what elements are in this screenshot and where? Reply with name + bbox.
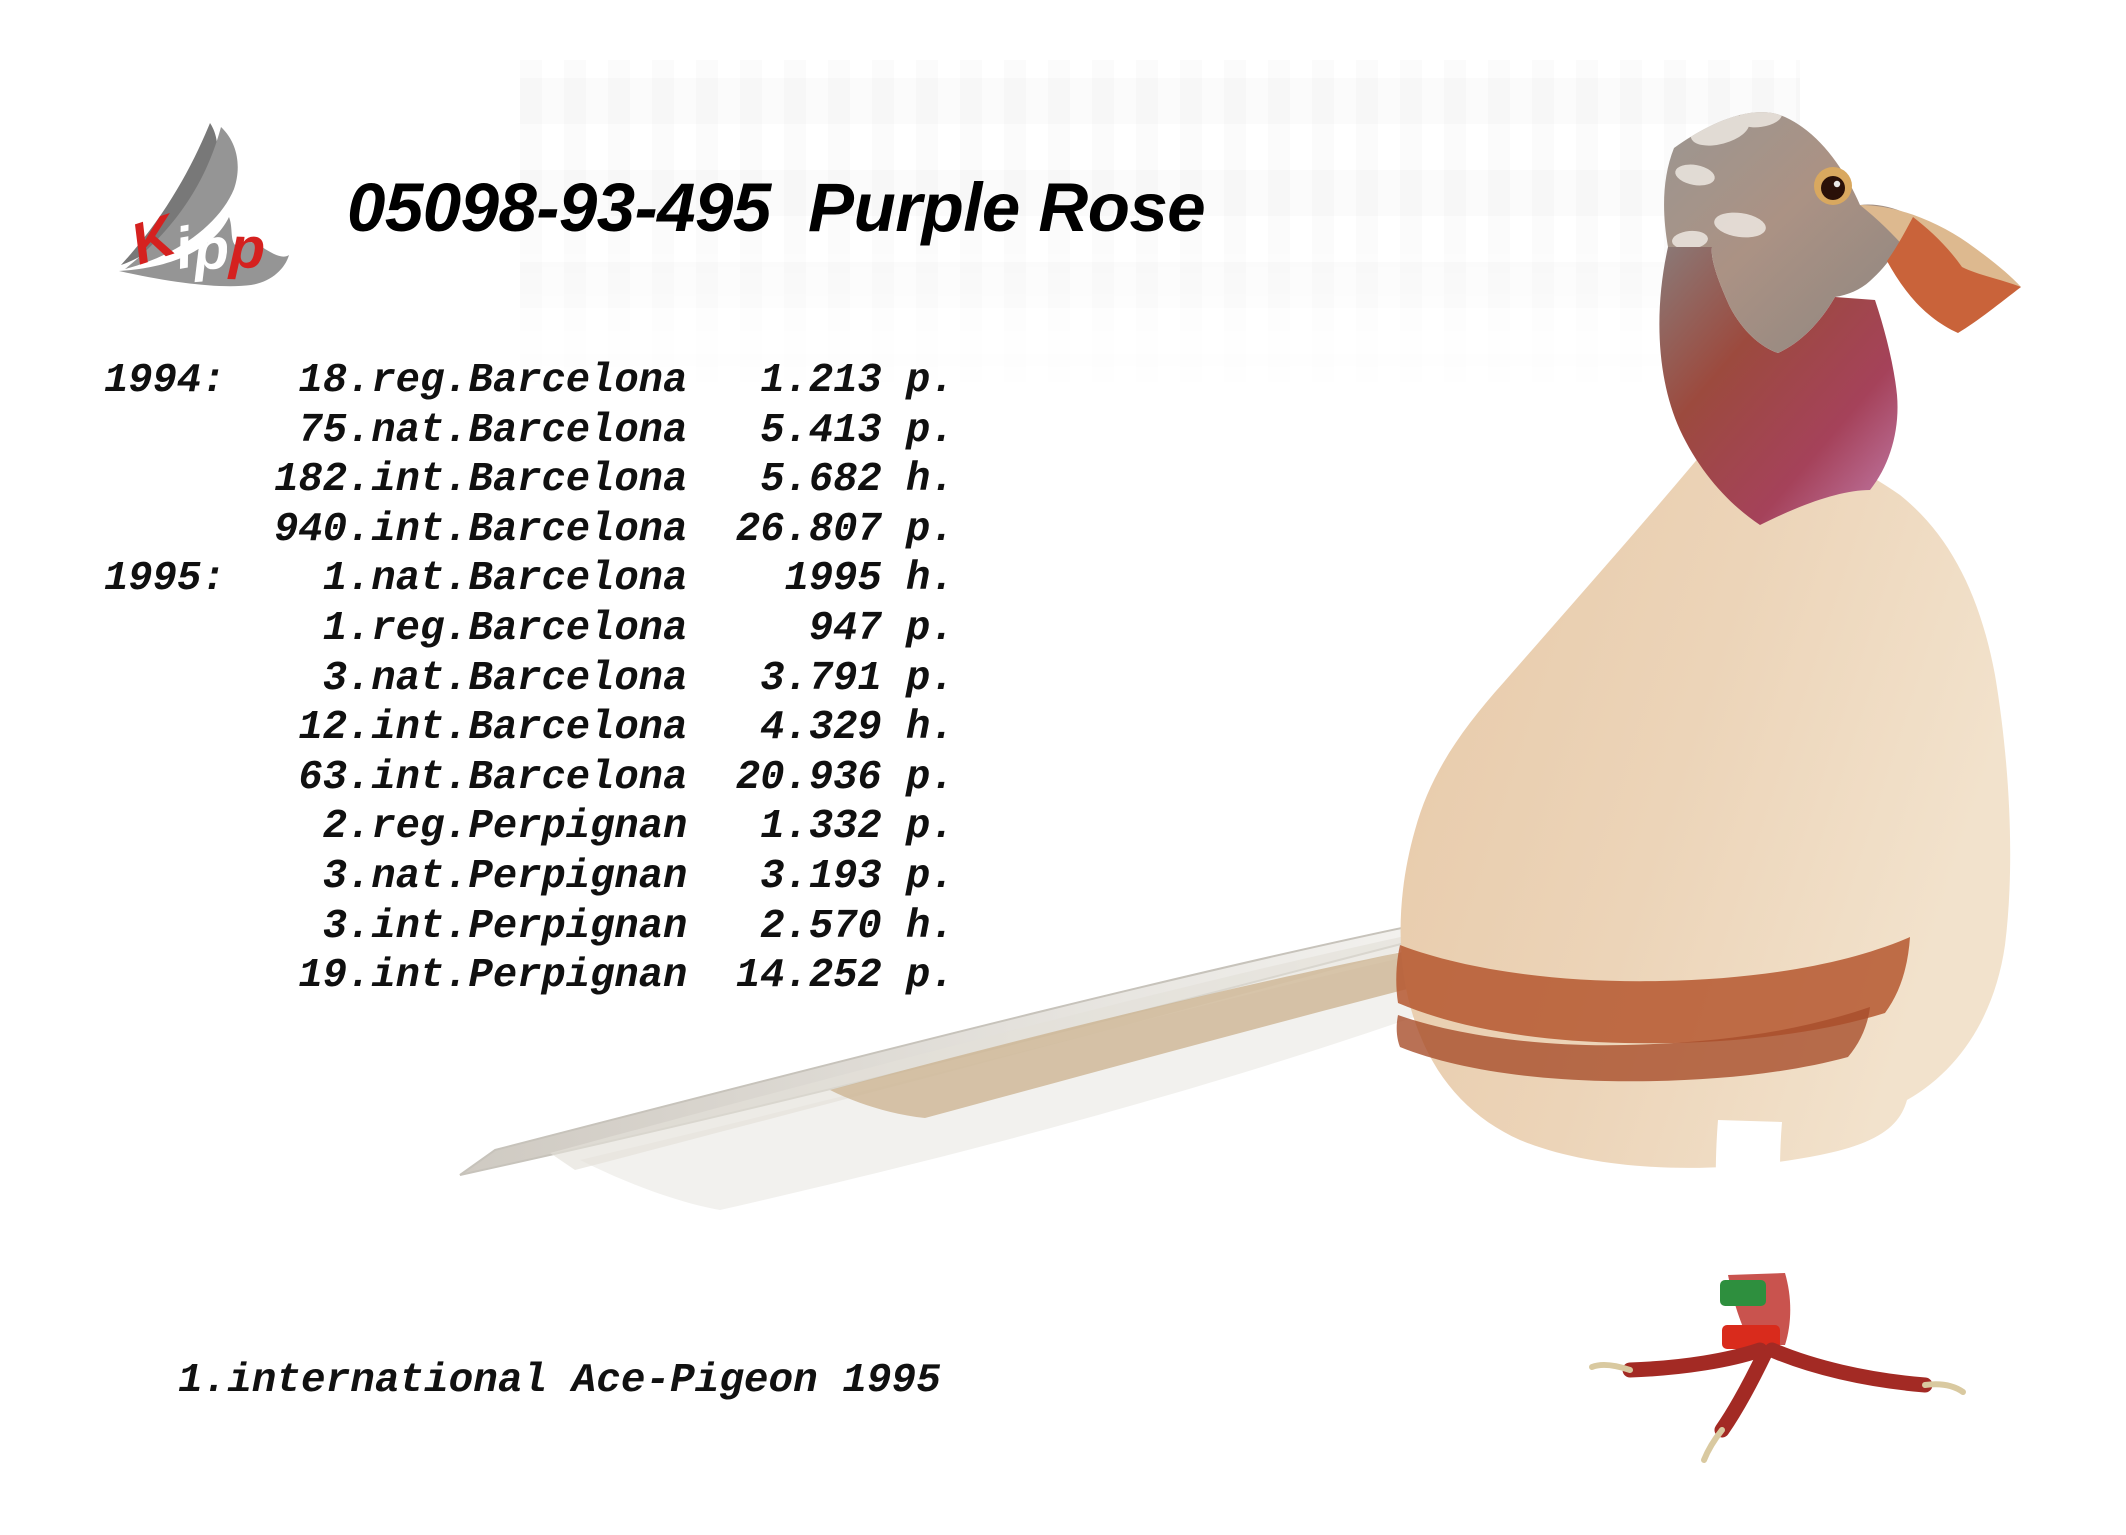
svg-text:p: p xyxy=(189,216,231,283)
svg-text:p: p xyxy=(227,215,267,281)
